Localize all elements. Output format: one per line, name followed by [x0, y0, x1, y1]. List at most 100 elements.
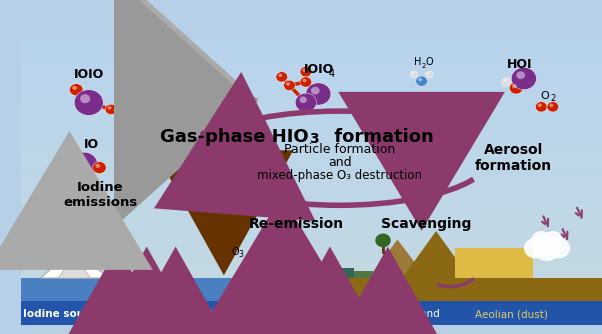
- Bar: [21, 188, 602, 191]
- Bar: [21, 302, 602, 305]
- Bar: [21, 236, 602, 239]
- Bar: [21, 228, 602, 231]
- FancyBboxPatch shape: [21, 39, 602, 325]
- Circle shape: [286, 82, 290, 86]
- FancyBboxPatch shape: [171, 98, 242, 104]
- Circle shape: [202, 79, 213, 89]
- Bar: [21, 242, 602, 245]
- Circle shape: [512, 84, 517, 88]
- Circle shape: [107, 288, 113, 294]
- Text: mixed-phase O₃ destruction: mixed-phase O₃ destruction: [257, 169, 422, 182]
- Bar: [21, 305, 602, 308]
- Bar: [21, 234, 602, 236]
- Bar: [21, 159, 602, 162]
- Text: Scavenging: Scavenging: [381, 217, 471, 231]
- Bar: [21, 219, 602, 222]
- Bar: [21, 285, 602, 288]
- Bar: [21, 311, 602, 314]
- Bar: [21, 134, 602, 136]
- Text: 2: 2: [421, 63, 426, 69]
- Polygon shape: [58, 257, 91, 278]
- Bar: [21, 239, 602, 242]
- Bar: [21, 196, 602, 199]
- Text: O: O: [232, 247, 239, 258]
- Bar: [21, 79, 602, 82]
- Circle shape: [72, 86, 77, 90]
- Circle shape: [412, 72, 414, 74]
- Circle shape: [375, 233, 391, 247]
- Bar: [21, 102, 602, 105]
- Bar: [21, 199, 602, 202]
- Text: O: O: [426, 56, 433, 66]
- Circle shape: [532, 231, 551, 248]
- Text: O: O: [540, 91, 549, 101]
- Circle shape: [550, 104, 553, 107]
- Circle shape: [135, 288, 142, 294]
- Circle shape: [535, 102, 547, 112]
- Bar: [21, 194, 602, 196]
- Bar: [21, 282, 602, 285]
- Bar: [21, 125, 602, 128]
- Bar: [21, 254, 602, 257]
- Bar: [21, 288, 602, 291]
- Bar: [21, 251, 602, 254]
- Circle shape: [416, 76, 427, 86]
- Bar: [21, 222, 602, 225]
- Bar: [21, 260, 602, 262]
- Circle shape: [126, 288, 132, 294]
- Circle shape: [302, 68, 306, 72]
- Circle shape: [511, 67, 536, 90]
- Bar: [21, 45, 602, 48]
- Text: 2: 2: [551, 95, 556, 104]
- Polygon shape: [368, 239, 426, 278]
- Bar: [21, 185, 602, 188]
- Circle shape: [306, 83, 331, 105]
- Bar: [21, 94, 602, 97]
- Text: H: H: [414, 56, 421, 66]
- Bar: [21, 136, 602, 139]
- Polygon shape: [40, 248, 108, 278]
- Polygon shape: [21, 278, 282, 325]
- Circle shape: [509, 82, 523, 94]
- Bar: [21, 277, 602, 280]
- Bar: [21, 151, 602, 154]
- Bar: [21, 202, 602, 205]
- Bar: [21, 105, 602, 108]
- Circle shape: [193, 85, 203, 95]
- Circle shape: [76, 156, 85, 165]
- Bar: [21, 262, 602, 265]
- FancyBboxPatch shape: [311, 268, 354, 278]
- Bar: [21, 128, 602, 131]
- Bar: [21, 97, 602, 99]
- Text: Iodine
emissions: Iodine emissions: [63, 181, 137, 209]
- Circle shape: [278, 73, 282, 77]
- Bar: [21, 39, 602, 42]
- Bar: [21, 91, 602, 94]
- Text: Aeolian (dust): Aeolian (dust): [474, 309, 548, 319]
- Bar: [21, 116, 602, 119]
- Circle shape: [299, 97, 307, 103]
- Polygon shape: [253, 278, 602, 325]
- Bar: [21, 257, 602, 260]
- Text: Micro-algae: Micro-algae: [118, 309, 179, 319]
- Text: and: and: [327, 156, 352, 169]
- Circle shape: [295, 93, 317, 112]
- Bar: [21, 265, 602, 268]
- Bar: [21, 297, 602, 299]
- Bar: [21, 162, 602, 165]
- Text: HIO: HIO: [446, 100, 472, 113]
- Bar: [21, 208, 602, 211]
- Bar: [21, 245, 602, 248]
- Circle shape: [517, 71, 525, 79]
- Bar: [21, 225, 602, 228]
- Circle shape: [80, 94, 90, 103]
- Text: 3: 3: [473, 106, 479, 115]
- Circle shape: [504, 79, 507, 82]
- Text: HOI: HOI: [507, 58, 533, 71]
- Text: Kelp: Kelp: [325, 309, 347, 319]
- Bar: [21, 70, 602, 73]
- Text: Aerosol
formation: Aerosol formation: [475, 143, 552, 173]
- Circle shape: [74, 90, 104, 115]
- Bar: [21, 171, 602, 174]
- Circle shape: [543, 231, 562, 248]
